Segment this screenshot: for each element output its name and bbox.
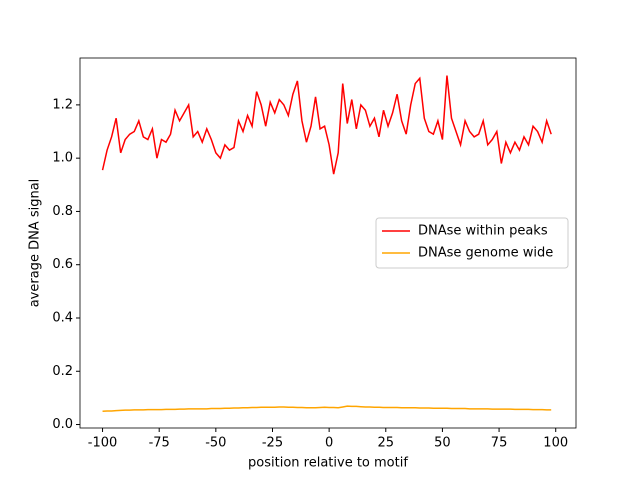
- x-tick-label: 0: [325, 436, 333, 451]
- legend-label: DNAse genome wide: [418, 246, 553, 261]
- data-line: [101, 75, 552, 175]
- x-tick-label: -50: [205, 436, 226, 451]
- y-tick-label: 1.2: [52, 97, 73, 112]
- y-tick-label: 1.0: [52, 151, 73, 166]
- legend-label: DNAse within peaks: [418, 224, 548, 239]
- x-axis-label: position relative to motif: [248, 456, 408, 471]
- x-tick-label: 100: [543, 436, 568, 451]
- x-tick-label: -25: [262, 436, 283, 451]
- legend-box: [375, 217, 569, 269]
- y-tick-label: 0.4: [52, 310, 73, 325]
- x-tick-label: -100: [88, 436, 118, 451]
- plot-frame: [79, 57, 577, 429]
- x-tick-label: 25: [378, 436, 395, 451]
- y-tick-label: 0.2: [52, 364, 73, 379]
- x-tick-label: 50: [434, 436, 451, 451]
- y-tick-label: 0.6: [52, 257, 73, 272]
- y-tick-label: 0.8: [52, 204, 73, 219]
- y-tick-label: 0.0: [52, 417, 73, 432]
- x-tick-label: 75: [491, 436, 508, 451]
- y-axis-label: average DNA signal: [28, 179, 43, 308]
- data-line: [102, 405, 552, 412]
- x-tick-label: -75: [149, 436, 170, 451]
